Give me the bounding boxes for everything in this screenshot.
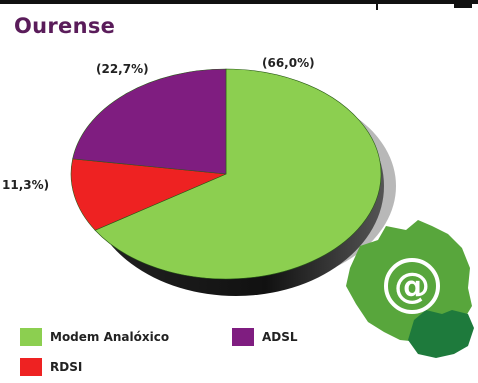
slice-label-adsl: (22,7%) [96, 62, 149, 76]
galicia-map-icon: @ [346, 220, 474, 358]
at-sign-ring [384, 258, 440, 314]
legend-label-rdsi: RDSI [50, 360, 83, 374]
legend-label-adsl: ADSL [262, 330, 298, 344]
top-border [0, 0, 478, 4]
legend-item-modem: Modem Analóxico [20, 328, 169, 346]
legend-item-rdsi: RDSI [20, 358, 82, 376]
map-shape [346, 220, 472, 342]
legend-swatch-modem [20, 328, 42, 346]
pie-slice-adsl [72, 68, 227, 175]
legend-item-adsl: ADSL [232, 328, 298, 346]
slice-label-rdsi: 11,3%) [2, 178, 50, 192]
pie-slices [70, 68, 382, 280]
legend-label-modem: Modem Analóxico [50, 330, 170, 344]
chart-title: Ourense [14, 14, 116, 38]
map-region-ourense [408, 310, 474, 358]
slice-label-modem: (66,0%) [262, 56, 315, 70]
at-sign-icon: @ [394, 266, 430, 307]
legend-swatch-rdsi [20, 358, 42, 376]
pie-slice-modem [94, 68, 382, 280]
legend-swatch-adsl [232, 328, 254, 346]
top-border-tick [376, 0, 378, 10]
pie-slice-rdsi [70, 158, 227, 231]
top-border-mark [454, 0, 472, 8]
